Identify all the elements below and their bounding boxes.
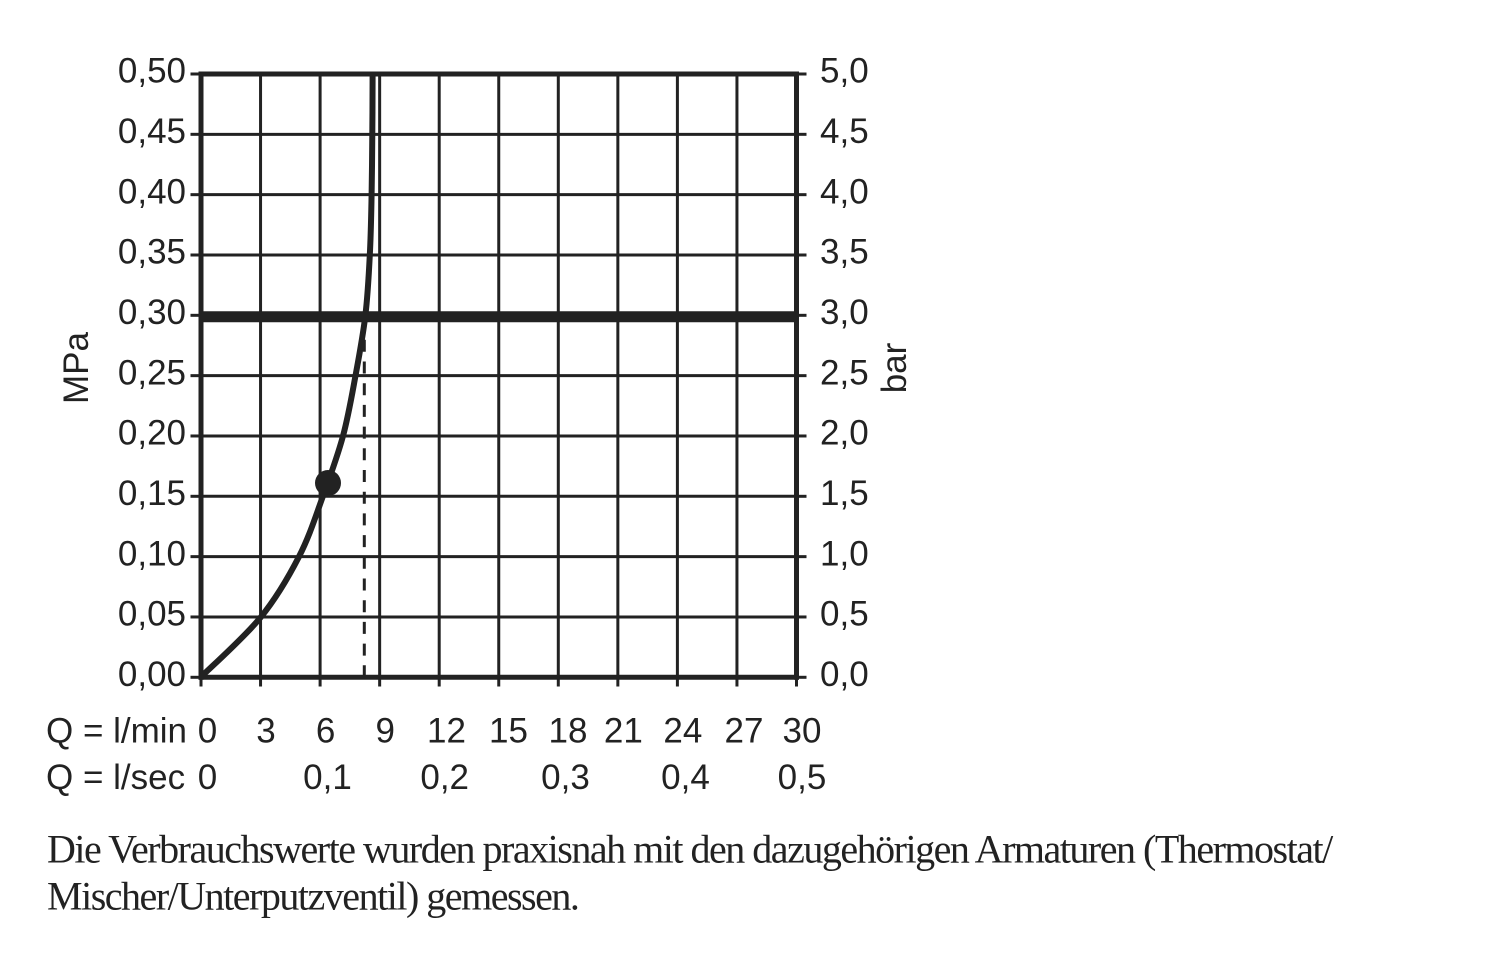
svg-text:4,5: 4,5 bbox=[820, 112, 869, 151]
svg-text:15: 15 bbox=[489, 712, 528, 751]
svg-text:0,35: 0,35 bbox=[118, 233, 186, 272]
svg-text:0,0: 0,0 bbox=[820, 655, 869, 694]
svg-text:0,45: 0,45 bbox=[118, 112, 186, 151]
svg-text:0,00: 0,00 bbox=[118, 655, 186, 694]
svg-text:0,20: 0,20 bbox=[118, 414, 186, 453]
svg-text:Q = l/min: Q = l/min bbox=[46, 712, 187, 751]
svg-text:3: 3 bbox=[256, 712, 275, 751]
svg-text:2,5: 2,5 bbox=[820, 353, 869, 392]
svg-text:Mischer/Unterputzventil) gemes: Mischer/Unterputzventil) gemessen. bbox=[47, 874, 578, 919]
svg-text:30: 30 bbox=[783, 712, 822, 751]
svg-text:4,0: 4,0 bbox=[820, 172, 869, 211]
svg-text:Q = l/sec: Q = l/sec bbox=[46, 758, 185, 797]
svg-text:24: 24 bbox=[663, 712, 702, 751]
svg-text:18: 18 bbox=[549, 712, 588, 751]
svg-text:0,25: 0,25 bbox=[118, 353, 186, 392]
svg-text:0,2: 0,2 bbox=[420, 758, 469, 797]
svg-text:2,0: 2,0 bbox=[820, 414, 869, 453]
svg-text:1,5: 1,5 bbox=[820, 474, 869, 513]
svg-text:0: 0 bbox=[198, 712, 217, 751]
svg-text:1,0: 1,0 bbox=[820, 534, 869, 573]
svg-text:0,40: 0,40 bbox=[118, 172, 186, 211]
svg-text:3,0: 3,0 bbox=[820, 293, 869, 332]
svg-text:0,10: 0,10 bbox=[118, 534, 186, 573]
svg-text:MPa: MPa bbox=[57, 331, 96, 404]
svg-text:0,1: 0,1 bbox=[303, 758, 352, 797]
svg-text:0: 0 bbox=[198, 758, 217, 797]
svg-text:12: 12 bbox=[427, 712, 466, 751]
svg-text:6: 6 bbox=[316, 712, 335, 751]
svg-text:0,4: 0,4 bbox=[661, 758, 710, 797]
svg-text:9: 9 bbox=[375, 712, 394, 751]
svg-text:0,50: 0,50 bbox=[118, 52, 186, 91]
svg-text:0,30: 0,30 bbox=[118, 293, 186, 332]
svg-text:0,15: 0,15 bbox=[118, 474, 186, 513]
svg-text:0,5: 0,5 bbox=[820, 595, 869, 634]
svg-text:21: 21 bbox=[604, 712, 643, 751]
svg-text:3,5: 3,5 bbox=[820, 233, 869, 272]
svg-text:27: 27 bbox=[725, 712, 764, 751]
svg-text:bar: bar bbox=[875, 342, 914, 393]
svg-text:0,05: 0,05 bbox=[118, 595, 186, 634]
svg-text:Die Verbrauchswerte wurden pra: Die Verbrauchswerte wurden praxisnah mit… bbox=[47, 827, 1334, 872]
svg-text:0,5: 0,5 bbox=[778, 758, 827, 797]
svg-text:0,3: 0,3 bbox=[541, 758, 590, 797]
svg-text:5,0: 5,0 bbox=[820, 52, 869, 91]
